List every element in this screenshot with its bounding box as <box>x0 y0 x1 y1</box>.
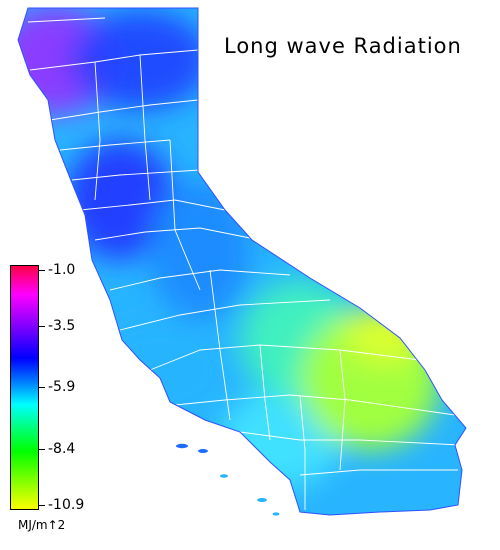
legend-tick <box>39 449 45 450</box>
legend-tick-label: -8.4 <box>48 441 76 457</box>
legend-tick-label: -10.9 <box>48 497 85 513</box>
legend-tick <box>39 270 45 271</box>
legend-frame <box>10 265 39 510</box>
legend-tick <box>39 387 45 388</box>
county-boundaries <box>27 17 461 510</box>
legend-tick <box>39 505 45 506</box>
legend-colorbar <box>10 265 39 510</box>
legend-tick-label: -3.5 <box>48 318 76 334</box>
legend-tick-label: -1.0 <box>48 262 76 278</box>
channel-islands <box>176 443 280 516</box>
map-title: Long wave Radiation <box>224 34 462 58</box>
legend-tick <box>39 326 45 327</box>
legend-units: MJ/m↑2 <box>18 518 66 532</box>
legend-tick-label: -5.9 <box>48 379 76 395</box>
